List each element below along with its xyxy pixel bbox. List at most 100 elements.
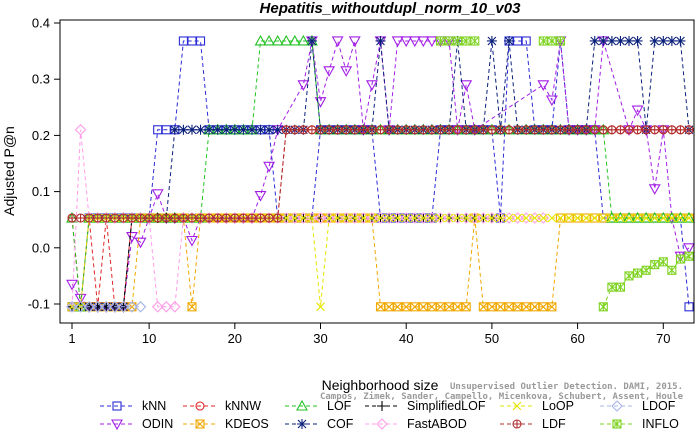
point-loop-0-58 bbox=[564, 213, 574, 223]
point-ldf-0-53 bbox=[521, 125, 531, 135]
point-knn-0-13 bbox=[178, 36, 188, 46]
x-tick-label-70: 70 bbox=[656, 331, 670, 346]
point-fastabod-0-30 bbox=[323, 212, 335, 224]
point-loop-0-65 bbox=[624, 213, 634, 223]
point-fastabod-0-37 bbox=[383, 212, 395, 224]
point-ldf-0-46 bbox=[461, 125, 471, 135]
legend-item-knn: kNN bbox=[100, 399, 166, 413]
x-tick-label-1: 1 bbox=[68, 331, 75, 346]
point-lof-0-26 bbox=[288, 34, 301, 46]
point-cof-0-21 bbox=[246, 124, 257, 135]
point-ldf-0-66 bbox=[633, 125, 643, 135]
point-ldf-0-22 bbox=[255, 213, 266, 223]
point-ldf-0-1 bbox=[76, 213, 86, 223]
point-loop-0-27 bbox=[298, 213, 308, 223]
x-tick-label-10: 10 bbox=[142, 331, 156, 346]
legend-item-kdeos: KDEOS bbox=[183, 417, 269, 431]
point-loop-0-67 bbox=[641, 213, 651, 223]
point-loop-0-59 bbox=[573, 213, 582, 223]
series-loop bbox=[67, 213, 694, 312]
series-cof bbox=[67, 35, 694, 312]
y-tick-label-5: 0.4 bbox=[32, 16, 50, 31]
point-ldf-0-44 bbox=[444, 125, 454, 135]
point-knn-0-10 bbox=[153, 125, 163, 135]
point-cof-0-36 bbox=[375, 35, 386, 46]
point-loop-0-61 bbox=[590, 213, 600, 223]
point-ldf-0-67 bbox=[641, 125, 651, 135]
point-odin-0-39 bbox=[417, 36, 430, 48]
series-knn bbox=[67, 36, 694, 312]
point-lof-0-25 bbox=[280, 34, 293, 46]
point-ldf-0-9 bbox=[144, 213, 154, 223]
point-kdeos-0-52 bbox=[513, 302, 523, 312]
point-fastabod-0-25 bbox=[280, 212, 293, 224]
point-ldf-0-57 bbox=[555, 125, 566, 135]
point-fastabod-0-47 bbox=[468, 212, 481, 224]
point-fastabod-0-49 bbox=[486, 212, 498, 224]
point-kdeos-0-49 bbox=[487, 302, 497, 312]
credit-line-1: Unsupervised Outlier Detection. DAMI, 20… bbox=[450, 381, 683, 392]
point-fastabod-0-35 bbox=[366, 212, 378, 224]
point-cof-0-65 bbox=[624, 35, 635, 46]
point-odin-0-44 bbox=[460, 80, 473, 91]
point-loop-0-71 bbox=[676, 213, 685, 223]
point-ldf-0-62 bbox=[598, 125, 608, 135]
point-cof-0-70 bbox=[666, 35, 677, 46]
point-kdeos-0-48 bbox=[478, 302, 488, 312]
point-ldf-0-13 bbox=[178, 213, 188, 223]
point-inflo-0-0 bbox=[435, 36, 446, 46]
x-tick-label-20: 20 bbox=[228, 331, 242, 346]
point-lof-0-24 bbox=[271, 34, 284, 46]
point-fastabod-0-45 bbox=[451, 212, 464, 224]
point-odin-0-0 bbox=[66, 279, 78, 291]
legend-label-kdeos: KDEOS bbox=[225, 417, 269, 431]
legend-marker-cof bbox=[297, 419, 307, 429]
point-lof-0-23 bbox=[263, 34, 276, 46]
legend-label-ldf: LDF bbox=[542, 417, 566, 431]
point-ldf-0-34 bbox=[358, 125, 368, 135]
series-inflo bbox=[435, 36, 694, 312]
point-odin-0-22 bbox=[254, 190, 267, 202]
point-fastabod-0-51 bbox=[503, 212, 515, 224]
point-loop-0-53 bbox=[521, 213, 531, 223]
point-ldf-0-64 bbox=[615, 125, 625, 135]
point-cof-0-63 bbox=[606, 35, 617, 46]
series-simplifiedlof bbox=[67, 213, 506, 312]
point-cof-0-20 bbox=[238, 124, 249, 135]
point-fastabod-0-40 bbox=[409, 212, 421, 224]
legend-item-loop: LoOP bbox=[500, 399, 574, 413]
point-ldf-0-29 bbox=[315, 125, 326, 135]
point-ldf-0-11 bbox=[161, 213, 171, 223]
point-odin-0-46 bbox=[537, 80, 550, 91]
x-axis-label: Neighborhood size bbox=[322, 377, 439, 393]
point-ldf-0-38 bbox=[393, 125, 403, 135]
legend-item-lof: LOF bbox=[285, 399, 352, 413]
point-ldf-0-3 bbox=[93, 213, 103, 223]
point-ldf-0-36 bbox=[375, 125, 386, 135]
point-loop-0-46 bbox=[461, 213, 471, 223]
point-cof-0-66 bbox=[632, 35, 643, 46]
legend-label-odin: ODIN bbox=[142, 417, 173, 431]
point-loop-0-34 bbox=[358, 213, 368, 223]
point-fastabod-0-39 bbox=[400, 212, 412, 224]
point-odin-0-38 bbox=[408, 36, 421, 48]
point-ldf-0-33 bbox=[350, 125, 360, 135]
point-odin-0-10 bbox=[151, 189, 164, 200]
point-odin-0-40 bbox=[425, 36, 438, 48]
legend-item-ldf: LDF bbox=[500, 417, 566, 431]
point-loop-0-37 bbox=[384, 213, 394, 223]
point-kdeos-0-38 bbox=[393, 302, 403, 312]
point-loop-0-66 bbox=[633, 213, 642, 223]
point-loop-0-69 bbox=[658, 213, 668, 223]
point-kdeos-0-41 bbox=[418, 302, 428, 312]
legend-label-knn: kNN bbox=[142, 399, 166, 413]
point-ldf-0-16 bbox=[204, 213, 214, 223]
point-fastabod-0-48 bbox=[477, 212, 490, 224]
y-axis-label: Adjusted P@n bbox=[1, 126, 17, 216]
legend-item-fastabod: FastABOD bbox=[365, 417, 467, 431]
point-ldf-0-18 bbox=[221, 213, 231, 223]
point-ldf-0-68 bbox=[650, 125, 660, 135]
point-fastabod-0-33 bbox=[349, 212, 361, 224]
point-cof-0-17 bbox=[212, 124, 223, 135]
